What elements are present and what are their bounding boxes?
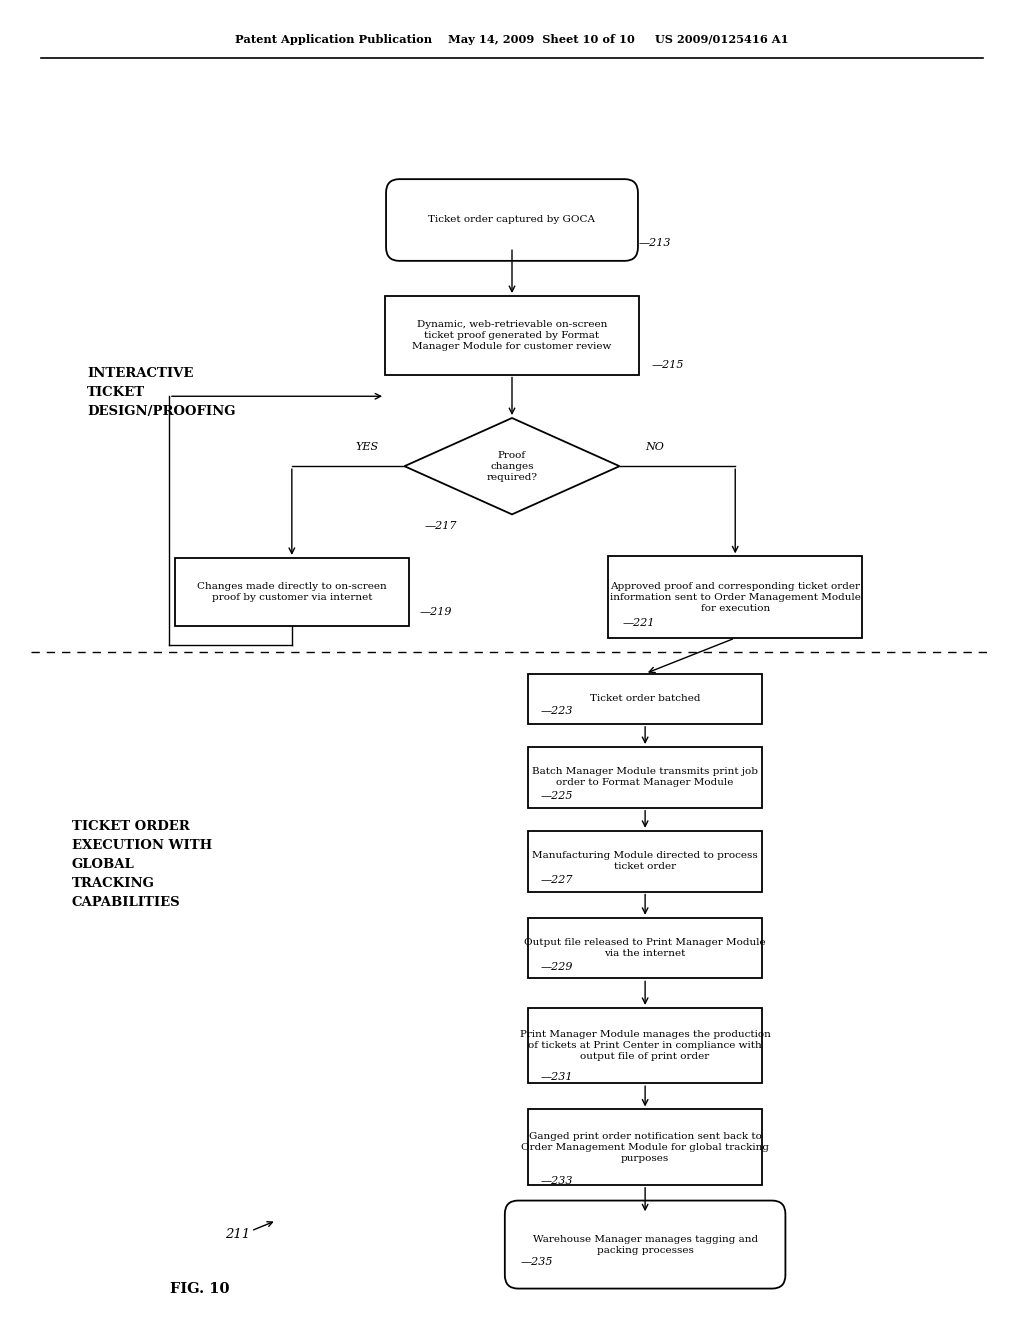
FancyBboxPatch shape [505, 1201, 785, 1288]
Text: Batch Manager Module transmits print job
order to Format Manager Module: Batch Manager Module transmits print job… [532, 767, 758, 788]
Text: 211: 211 [225, 1228, 251, 1241]
Bar [528, 1007, 762, 1084]
Text: Dynamic, web-retrievable on-screen
ticket proof generated by Format
Manager Modu: Dynamic, web-retrievable on-screen ticke… [413, 319, 611, 351]
Text: Patent Application Publication    May 14, 2009  Sheet 10 of 10     US 2009/01254: Patent Application Publication May 14, 2… [236, 34, 788, 45]
Text: Ganged print order notification sent back to
Order Management Module for global : Ganged print order notification sent bac… [521, 1131, 769, 1163]
Text: TICKET ORDER
EXECUTION WITH
GLOBAL
TRACKING
CAPABILITIES: TICKET ORDER EXECUTION WITH GLOBAL TRACK… [72, 820, 212, 908]
Text: —227: —227 [541, 875, 573, 884]
Text: —219: —219 [420, 607, 453, 616]
Text: Warehouse Manager manages tagging and
packing processes: Warehouse Manager manages tagging and pa… [532, 1234, 758, 1254]
Text: —225: —225 [541, 791, 573, 801]
Text: —215: —215 [651, 359, 684, 370]
Text: INTERACTIVE
TICKET
DESIGN/PROOFING: INTERACTIVE TICKET DESIGN/PROOFING [87, 367, 236, 418]
Text: Output file released to Print Manager Module
via the internet: Output file released to Print Manager Mo… [524, 939, 766, 958]
Text: Manufacturing Module directed to process
ticket order: Manufacturing Module directed to process… [532, 851, 758, 871]
Text: —235: —235 [520, 1258, 553, 1267]
Text: —233: —233 [541, 1176, 573, 1185]
Text: Changes made directly to on-screen
proof by customer via internet: Changes made directly to on-screen proof… [197, 582, 387, 602]
Text: NO: NO [645, 441, 664, 451]
Bar [528, 673, 762, 723]
Text: FIG. 10: FIG. 10 [170, 1282, 229, 1295]
FancyBboxPatch shape [386, 180, 638, 261]
Text: Ticket order batched: Ticket order batched [590, 694, 700, 704]
Text: YES: YES [355, 441, 379, 451]
Text: Ticket order captured by GOCA: Ticket order captured by GOCA [428, 215, 596, 224]
Bar [385, 296, 639, 375]
Text: —213: —213 [639, 238, 672, 248]
Polygon shape [404, 418, 620, 515]
Bar [528, 747, 762, 808]
Bar [528, 1109, 762, 1185]
Bar [608, 556, 862, 638]
Text: Print Manager Module manages the production
of tickets at Print Center in compli: Print Manager Module manages the product… [520, 1030, 770, 1061]
Text: —231: —231 [541, 1072, 573, 1082]
Text: —221: —221 [623, 618, 655, 628]
Text: Approved proof and corresponding ticket order
information sent to Order Manageme: Approved proof and corresponding ticket … [610, 582, 860, 612]
Text: —223: —223 [541, 706, 573, 717]
Text: Proof
changes
required?: Proof changes required? [486, 450, 538, 482]
Text: —217: —217 [425, 521, 458, 531]
Bar [528, 830, 762, 891]
Bar [528, 917, 762, 978]
Bar [175, 558, 409, 626]
Text: —229: —229 [541, 962, 573, 972]
